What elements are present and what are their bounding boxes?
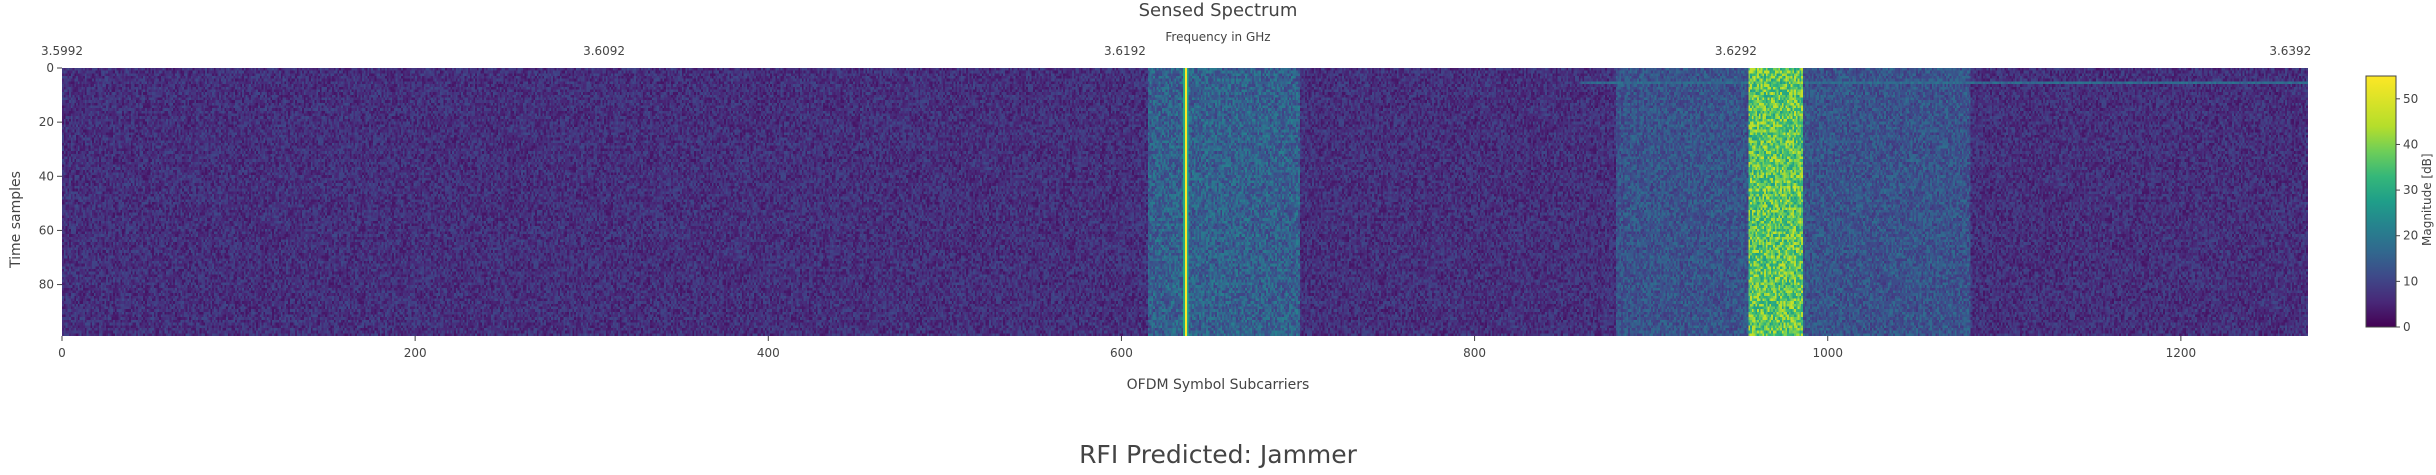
y-tick-label: 60 (39, 223, 54, 237)
y-axis-title: Time samples (8, 171, 24, 268)
y-tick-label: 20 (39, 115, 54, 129)
x-axis-ticks: 0 200 400 600 800 1000 1200 (58, 336, 2196, 360)
y-tick-label: 80 (39, 278, 54, 292)
x-tick-label: 400 (757, 346, 780, 360)
x-tick-label: 200 (404, 346, 427, 360)
colorbar-gradient (2365, 75, 2397, 328)
x-tick-label: 0 (58, 346, 66, 360)
y-tick-label: 40 (39, 169, 54, 183)
y-axis-ticks: 0 20 40 60 80 (39, 61, 62, 292)
y-tick-label: 0 (46, 61, 54, 75)
x-axis-title: OFDM Symbol Subcarriers (1126, 377, 1310, 393)
colorbar-title: Magnitude [dB] (2420, 153, 2434, 246)
frequency-tick-label: 3.6292 (1715, 44, 1757, 58)
x-tick-label: 600 (1110, 346, 1133, 360)
colorbar-tick-label: 30 (2403, 183, 2418, 197)
plot-area[interactable] (62, 68, 2308, 336)
frequency-tick-label: 3.5992 (41, 44, 83, 58)
colorbar-tick-label: 0 (2403, 320, 2411, 334)
frequency-axis-title: Frequency in GHz (1165, 30, 1271, 44)
chart-title: Sensed Spectrum (1138, 0, 1298, 21)
x-tick-label: 1200 (2166, 346, 2197, 360)
colorbar-tick-label: 10 (2403, 274, 2418, 288)
rfi-prediction-prefix: RFI Predicted: (1079, 440, 1260, 469)
colorbar: 0 10 20 30 40 50 (2365, 75, 2418, 334)
frequency-tick-label: 3.6092 (583, 44, 625, 58)
x-tick-label: 800 (1463, 346, 1486, 360)
rfi-prediction-title: RFI Predicted: Jammer (0, 440, 2436, 469)
frequency-axis-ticks: 3.5992 3.6092 3.6192 3.6292 3.6392 (41, 44, 2311, 58)
colorbar-tick-label: 40 (2403, 137, 2418, 151)
frequency-tick-label: 3.6392 (2269, 44, 2311, 58)
heatmap-cells (62, 68, 2308, 336)
rfi-prediction-label: Jammer (1259, 440, 1357, 469)
x-tick-label: 1000 (1812, 346, 1843, 360)
frequency-tick-label: 3.6192 (1104, 44, 1146, 58)
colorbar-tick-label: 20 (2403, 229, 2418, 243)
colorbar-tick-label: 50 (2403, 92, 2418, 106)
